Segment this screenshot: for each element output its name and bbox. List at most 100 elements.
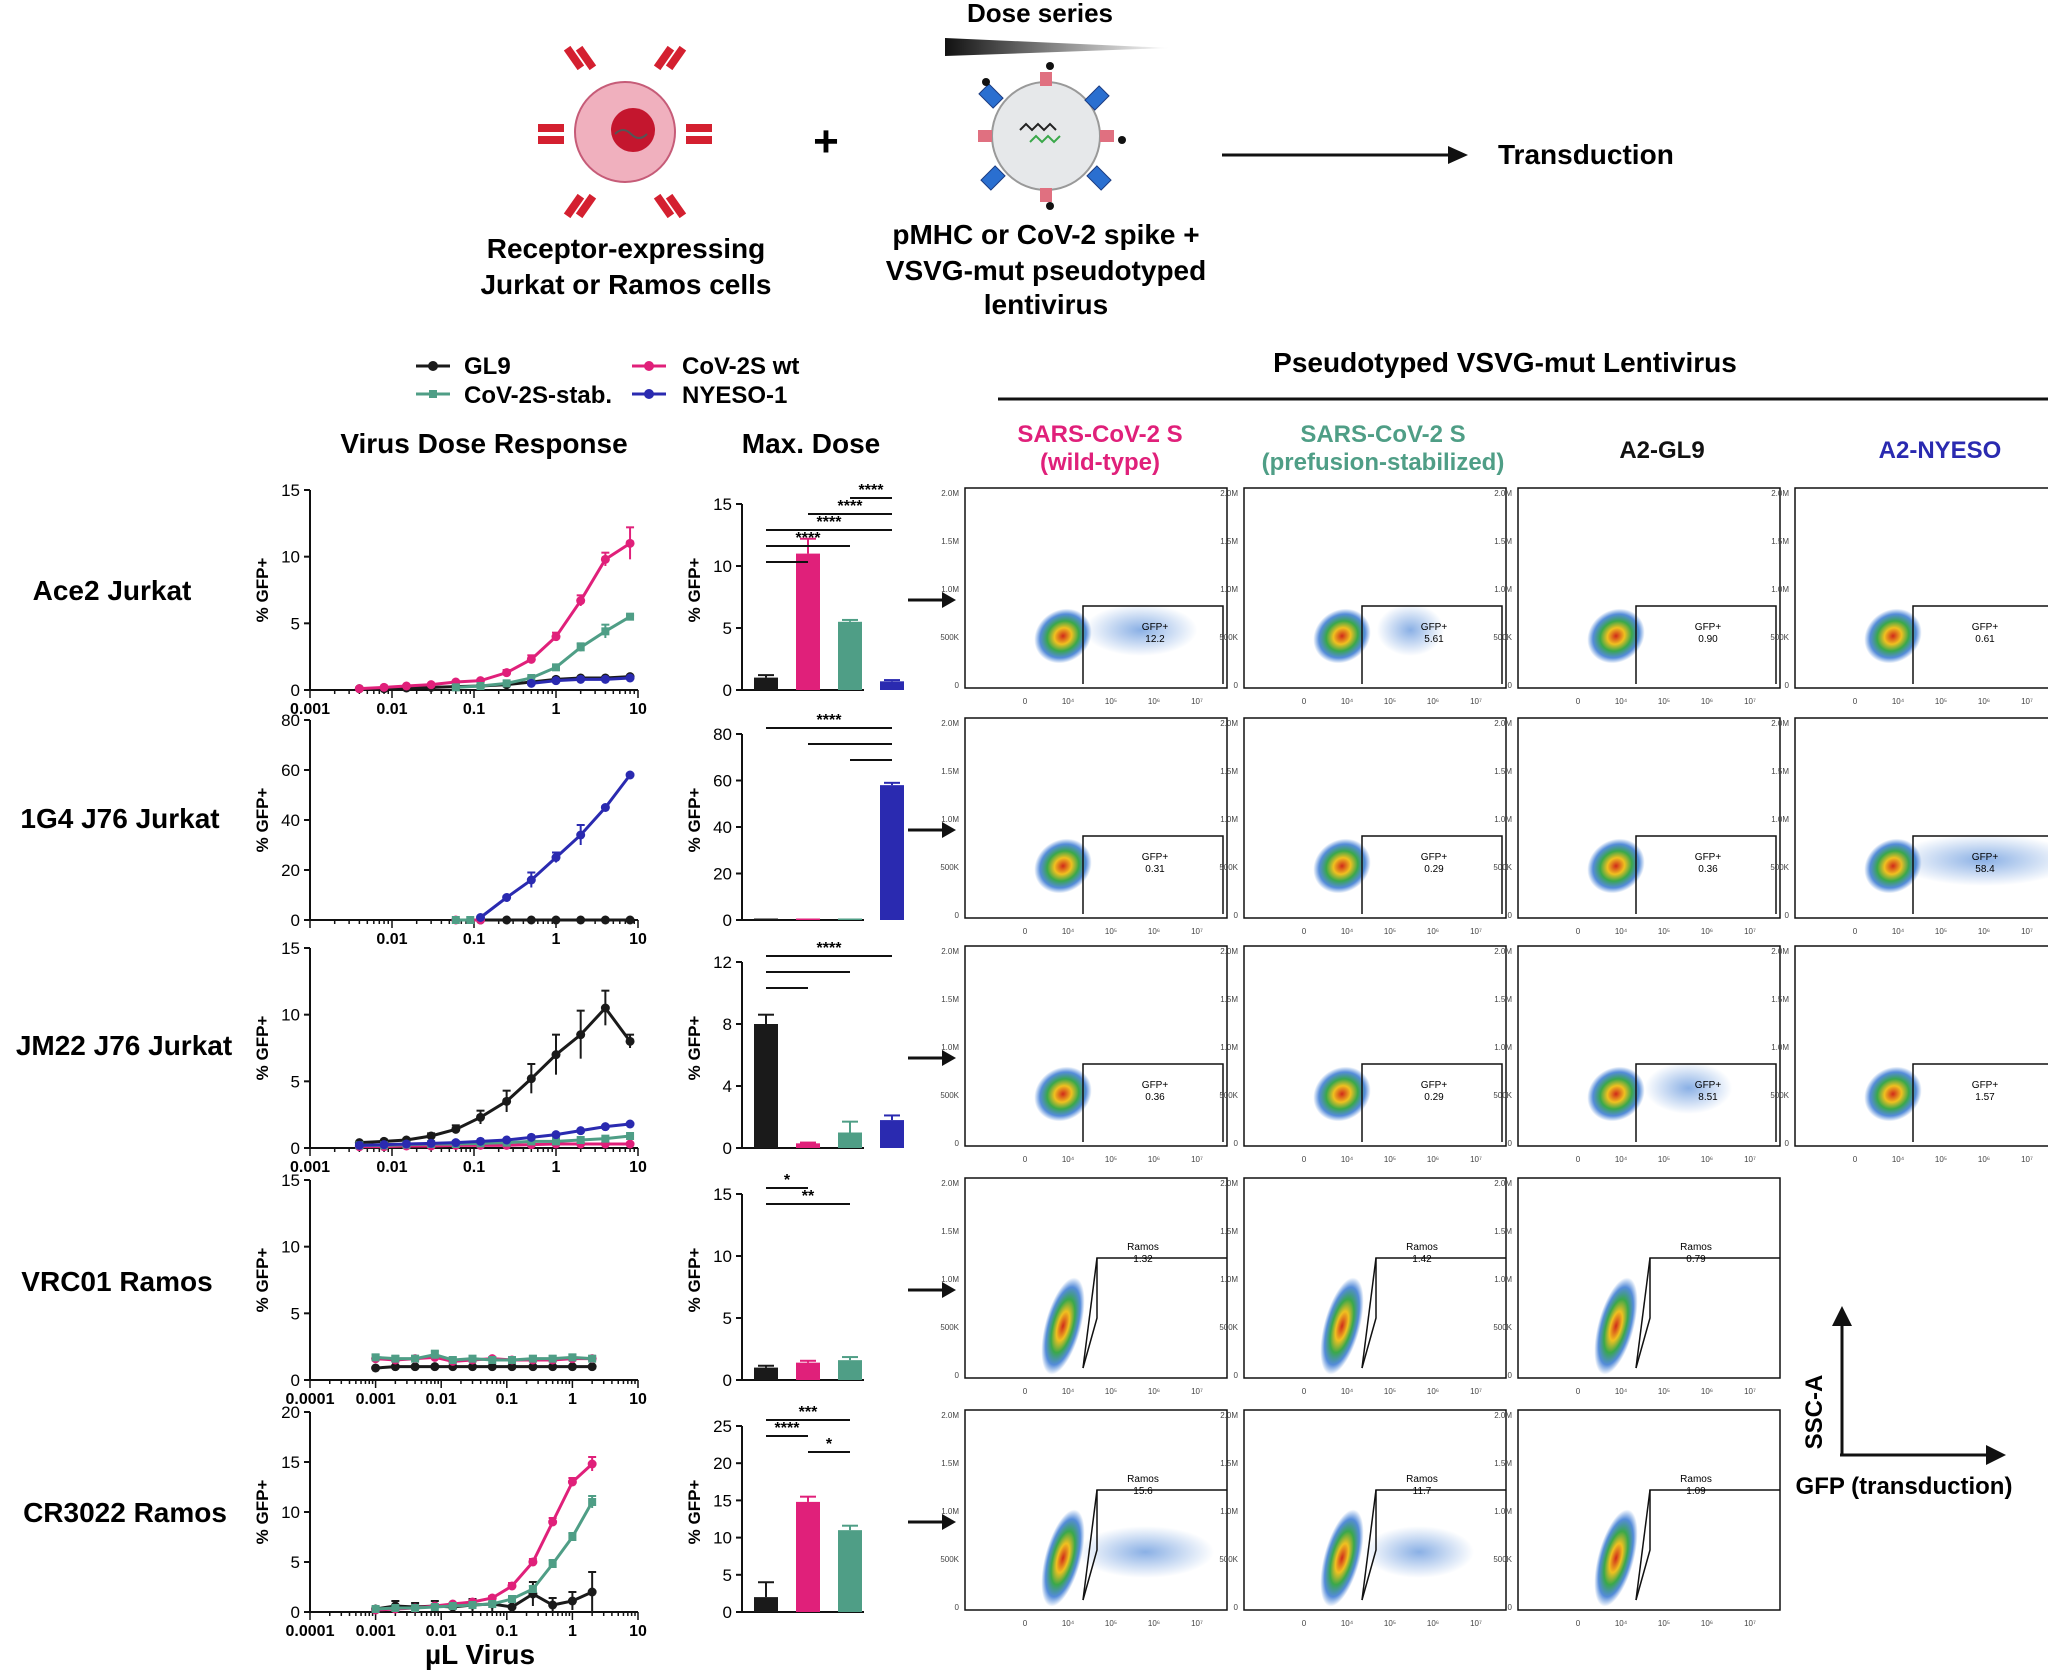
flow-population-main [1594, 1277, 1638, 1375]
flow-x-tick-label: 10⁶ [1978, 1155, 1990, 1164]
flow-col-wt-line2: (wild-type) [1040, 449, 1160, 476]
flow-y-tick-label: 1.5M [1494, 995, 1512, 1004]
flow-x-tick-label: 10⁷ [1744, 1387, 1756, 1396]
legend-marker-nyeso1 [644, 389, 654, 399]
data-point-nyeso-1 [576, 830, 586, 840]
flow-x-tick-label: 10⁵ [1384, 697, 1396, 706]
flow-gate-name: GFP+ [1142, 1080, 1169, 1091]
flow-x-tick-label: 10⁷ [1470, 697, 1482, 706]
axis-key-y-label: SSC-A [1801, 1375, 1828, 1450]
flow-x-tick-label: 10⁷ [1191, 1387, 1203, 1396]
flow-y-tick-label: 1.5M [1220, 1459, 1238, 1468]
data-point-cov-2s-stab [552, 1137, 560, 1146]
data-point-nyeso-1 [576, 674, 586, 684]
flow-x-tick-label: 10⁶ [1701, 697, 1713, 706]
data-point-cov-2s-stab [430, 1603, 439, 1611]
data-point-gl9 [426, 1131, 436, 1141]
flow-y-tick-label: 1.5M [1494, 1227, 1512, 1236]
data-point-cov-2s-stab [391, 1354, 400, 1363]
legend-item-nyeso1: NYESO-1 [632, 382, 787, 409]
bar-cov-2s-stab [838, 1132, 862, 1148]
flow-frame [1517, 1177, 1781, 1379]
y-axis-title: % GFP+ [253, 1016, 272, 1081]
flow-y-tick-label: 500K [1770, 633, 1789, 642]
flow-x-tick-label: 0 [1302, 1387, 1307, 1396]
data-point-cov-2s-stab [548, 1354, 557, 1363]
flow-gate [1635, 1489, 1780, 1601]
flow-y-tick-label: 500K [1219, 863, 1238, 872]
flow-col-stab-line2: (prefusion-stabilized) [1262, 449, 1505, 476]
legend-item-cov2s-stab: CoV-2S-stab. [416, 382, 612, 409]
flow-population-main [1587, 838, 1645, 894]
flow-gate-edge [1635, 1257, 1651, 1369]
x-tick-label: 0.0001 [286, 1623, 335, 1640]
flow-population-main [1587, 1066, 1645, 1122]
flow-y-tick-label: 2.0M [1220, 489, 1238, 498]
flow-y-tick-label: 1.5M [941, 537, 959, 546]
bar-y-axis-title: % GFP+ [685, 1016, 704, 1081]
flow-x-tick-label: 10⁴ [1062, 697, 1075, 706]
data-point-cov-2s-stab [626, 612, 635, 621]
data-point-cov-2s-stab [468, 1354, 477, 1363]
transduction-label: Transduction [1498, 139, 1674, 170]
flow-x-tick-label: 10⁷ [1470, 1155, 1482, 1164]
data-point-gl9 [502, 1096, 512, 1106]
y-tick-label: 15 [281, 481, 300, 500]
data-point-gl9 [526, 915, 536, 925]
flow-y-tick-label: 500K [940, 1091, 959, 1100]
flow-x-tick-label: 10⁵ [1105, 1155, 1117, 1164]
bar-y-tick-label: 5 [723, 1309, 732, 1328]
bar-y-tick-label: 25 [713, 1417, 732, 1436]
flow-x-tick-label: 0 [1853, 927, 1858, 936]
flow-x-tick-label: 10⁶ [1427, 1155, 1439, 1164]
x-axis-title: µL Virus [425, 1639, 535, 1670]
flow-x-tick-label: 10⁵ [1658, 1155, 1670, 1164]
bar-cov-2s-wt [796, 553, 820, 690]
y-tick-label: 20 [281, 861, 300, 880]
flow-x-tick-label: 10⁶ [1427, 1619, 1439, 1628]
y-tick-label: 5 [291, 1553, 300, 1572]
flow-y-tick-label: 1.0M [1771, 585, 1789, 594]
data-point-nyeso-1 [475, 1136, 485, 1146]
virus-caption-line1: pMHC or CoV-2 spike + [892, 219, 1199, 250]
legend-item-cov2s-wt: CoV-2S wt [632, 353, 799, 380]
flow-y-tick-label: 1.0M [941, 1043, 959, 1052]
x-tick-label: 0.0001 [286, 1391, 335, 1408]
data-point-cov-2s-stab [507, 1595, 516, 1603]
bar-gl9 [754, 677, 778, 690]
x-tick-label: 0.001 [290, 1159, 330, 1176]
significance-label: * [826, 1436, 833, 1453]
data-point-nyeso-1 [426, 1138, 436, 1148]
flow-frame [1794, 945, 2048, 1147]
flow-population-main [1034, 1066, 1092, 1122]
data-point-cov-2s-stab [371, 1605, 380, 1613]
flow-y-tick-label: 500K [1219, 1555, 1238, 1564]
data-point-nyeso-1 [576, 1126, 586, 1136]
flow-plot-jm22-j76-jurkat-col4: 2.0M 1.5M 1.0M 500K 0 0 10⁴ 10⁵ 10⁶ 10⁷ GFP+1.57 [1770, 945, 2048, 1164]
bar-y-tick-label: 0 [723, 1139, 732, 1158]
data-point-cov-2s-wt [379, 682, 389, 692]
flow-x-tick-label: 10⁷ [1191, 927, 1203, 936]
flow-gate-value: 1.32 [1133, 1254, 1153, 1265]
flow-gate-value: 1.57 [1975, 1092, 1995, 1103]
flow-gate-name: GFP+ [1421, 622, 1448, 633]
flow-x-tick-label: 10⁷ [1744, 1619, 1756, 1628]
flow-gate [1635, 1257, 1780, 1369]
flow-y-tick-label: 1.5M [941, 995, 959, 1004]
flow-x-tick-label: 0 [1302, 697, 1307, 706]
bar-y-tick-label: 0 [723, 911, 732, 930]
bar-y-tick-label: 0 [723, 1603, 732, 1622]
x-tick-label: 0.01 [426, 1391, 457, 1408]
x-tick-label: 10 [629, 1391, 647, 1408]
row-label-jm22: JM22 J76 Jurkat [16, 1030, 232, 1061]
flow-gate-value: 1.09 [1686, 1486, 1706, 1497]
data-point-nyeso-1 [502, 1135, 512, 1145]
flow-x-tick-label: 10⁴ [1615, 1387, 1628, 1396]
flow-y-tick-label: 0 [1785, 911, 1790, 920]
flow-gate-name: GFP+ [1421, 852, 1448, 863]
flow-x-tick-label: 10⁴ [1892, 927, 1905, 936]
flow-plot-ace2-jurkat-col3: 2.0M 1.5M 1.0M 500K 0 0 10⁴ 10⁵ 10⁶ 10⁷ GFP+0.90 [1493, 487, 1781, 706]
flow-gate-value: 0.29 [1424, 864, 1444, 875]
